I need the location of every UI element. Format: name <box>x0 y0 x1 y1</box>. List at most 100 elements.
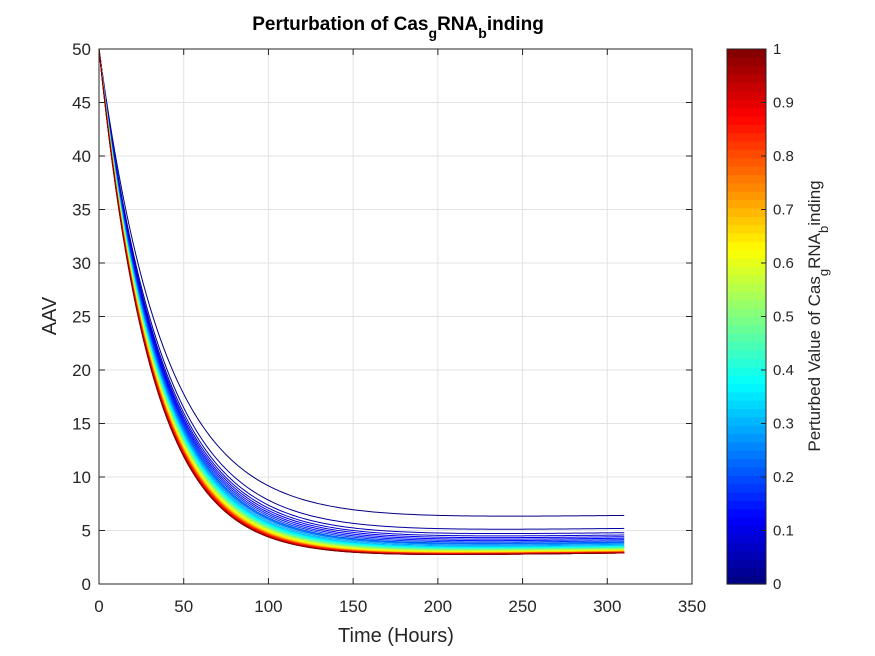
colorbar-strip <box>727 291 766 301</box>
title-sub-b: b <box>478 25 487 41</box>
colorbar-strip <box>727 400 766 410</box>
colorbar-strip <box>727 82 766 92</box>
colorbar-strip <box>727 49 766 58</box>
x-tick-label: 100 <box>254 597 282 616</box>
colorbar-strip <box>727 533 766 543</box>
x-tick-label: 150 <box>339 597 367 616</box>
colorbar-strip <box>727 408 766 418</box>
colorbar-strip <box>727 358 766 368</box>
x-tick-label: 350 <box>678 597 706 616</box>
colorbar-tick-label: 0.2 <box>773 469 794 486</box>
title-part-end: inding <box>487 14 544 35</box>
x-tick-label: 200 <box>424 597 452 616</box>
colorbar-tick-label: 0.7 <box>773 202 794 219</box>
colorbar-strip <box>727 99 766 109</box>
x-tick-label: 300 <box>593 597 621 616</box>
colorbar-strip <box>727 65 766 75</box>
colorbar-strip <box>727 107 766 117</box>
y-tick-label: 5 <box>82 522 91 541</box>
y-axis-label: AAV <box>39 296 61 335</box>
series-line <box>98 48 625 542</box>
colorbar-label-sub-g: g <box>816 269 831 276</box>
x-ticks: 0 50 100 150 200 250 300 350 <box>94 49 706 616</box>
colorbar-tick-label: 0.8 <box>773 148 794 165</box>
y-tick-label: 50 <box>72 40 91 59</box>
y-tick-label: 45 <box>72 94 91 113</box>
colorbar-strip <box>727 257 766 267</box>
colorbar-strip <box>727 466 766 476</box>
colorbar-tick-label: 1 <box>773 41 781 58</box>
series-line <box>98 48 625 540</box>
series-line <box>98 48 625 544</box>
x-tick-label: 0 <box>94 597 103 616</box>
series-line <box>98 48 625 555</box>
colorbar-strip <box>727 500 766 510</box>
colorbar-strip <box>727 441 766 451</box>
colorbar-strip <box>727 124 766 134</box>
colorbar-strip <box>727 433 766 443</box>
y-tick-label: 35 <box>72 201 91 220</box>
colorbar-strip <box>727 508 766 518</box>
colorbar-strip <box>727 74 766 84</box>
y-tick-label: 30 <box>72 254 91 273</box>
colorbar-strip <box>727 90 766 100</box>
colorbar-strip <box>727 224 766 234</box>
colorbar-label: Perturbed Value of CasgRNAbinding <box>805 180 831 451</box>
series-line <box>98 48 625 517</box>
colorbar-strip <box>727 425 766 435</box>
colorbar-strip <box>727 166 766 175</box>
colorbar-strip <box>727 191 766 201</box>
colorbar-strip <box>727 308 766 318</box>
colorbar-strip <box>727 249 766 259</box>
colorbar-label-end: inding <box>805 180 824 225</box>
colorbar-strip <box>727 274 766 284</box>
colorbar-label-pre: Perturbed Value of Cas <box>805 276 824 451</box>
colorbar-strip <box>727 517 766 527</box>
title-part-mid: RNA <box>437 14 478 35</box>
colorbar: 0 0.1 0.2 0.3 0.4 0.5 0.6 0.7 0.8 0.9 1 Perturbed … <box>726 41 831 593</box>
colorbar-strip <box>727 542 766 552</box>
colorbar-strip <box>727 182 766 192</box>
title-part-main: Perturbation of Cas <box>252 14 428 35</box>
x-tick-label: 250 <box>508 597 536 616</box>
y-tick-label: 10 <box>72 468 91 487</box>
colorbar-strip <box>727 391 766 401</box>
series-line <box>98 48 625 546</box>
colorbar-strip <box>727 207 766 217</box>
colorbar-strip <box>727 299 766 309</box>
colorbar-strip <box>727 57 766 67</box>
series-line <box>98 48 625 547</box>
colorbar-strip <box>727 333 766 343</box>
colorbar-strip <box>727 232 766 242</box>
series-line <box>98 48 625 545</box>
colorbar-strip <box>727 216 766 226</box>
colorbar-gradient <box>727 49 766 585</box>
plot-area: 0 50 100 150 200 250 300 350 0 5 10 15 20 25 30 35 40 45… <box>72 40 706 616</box>
chart-title: Perturbation of CasgRNAbinding <box>252 14 544 41</box>
colorbar-strip <box>727 316 766 326</box>
colorbar-strip <box>727 492 766 502</box>
colorbar-strip <box>727 383 766 393</box>
colorbar-strip <box>727 349 766 359</box>
colorbar-strip <box>727 366 766 376</box>
colorbar-strip <box>727 283 766 293</box>
colorbar-strip <box>727 558 766 568</box>
colorbar-strip <box>727 241 766 251</box>
y-tick-label: 25 <box>72 308 91 327</box>
colorbar-label-mid: RNA <box>805 232 824 269</box>
colorbar-strip <box>727 575 766 585</box>
colorbar-strip <box>727 567 766 577</box>
y-tick-label: 15 <box>72 415 91 434</box>
series-line <box>98 48 625 539</box>
colorbar-strip <box>727 525 766 535</box>
colorbar-strip <box>727 132 766 142</box>
colorbar-strip <box>727 475 766 485</box>
colorbar-strip <box>727 140 766 150</box>
y-tick-label: 0 <box>82 575 91 594</box>
colorbar-ticks: 0 0.1 0.2 0.3 0.4 0.5 0.6 0.7 0.8 0.9 1 <box>761 41 794 593</box>
colorbar-strip <box>727 324 766 334</box>
colorbar-strip <box>727 149 766 159</box>
series-line <box>98 48 625 535</box>
colorbar-strip <box>727 483 766 493</box>
curves <box>98 48 625 555</box>
